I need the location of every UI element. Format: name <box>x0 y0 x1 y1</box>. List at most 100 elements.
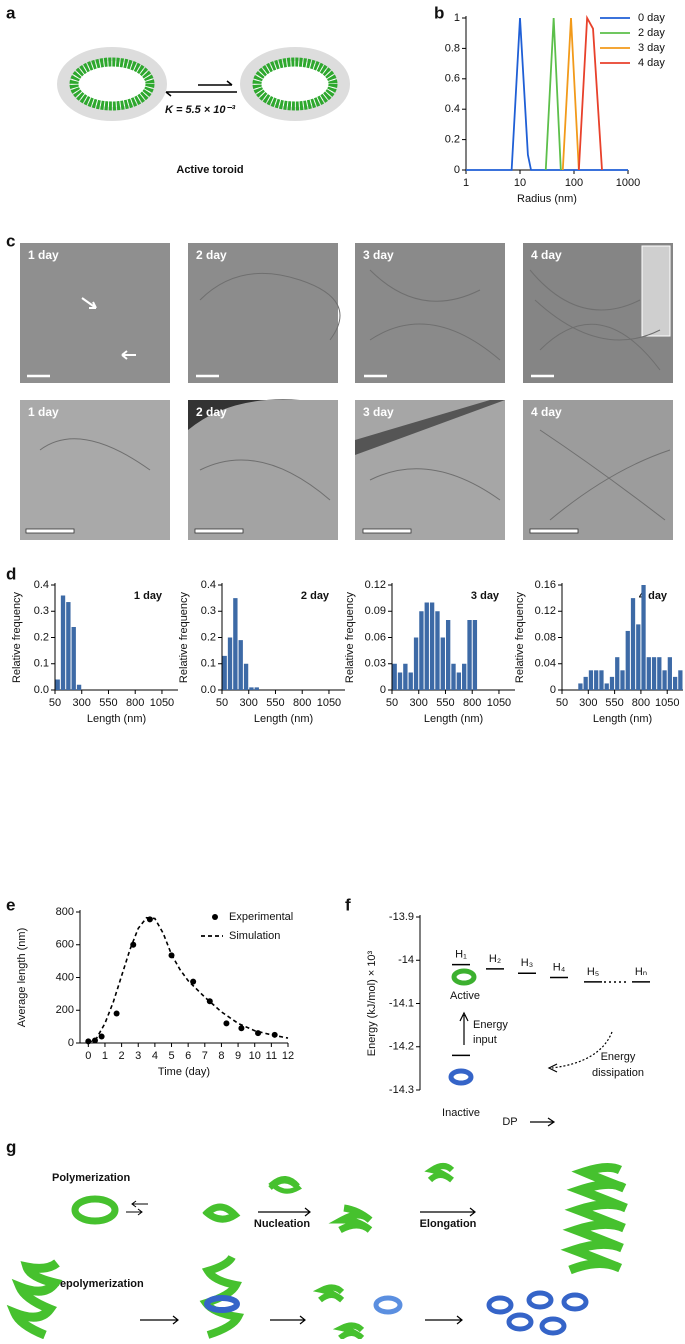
toroid-right <box>240 47 350 121</box>
x-axis-label: Time (day) <box>158 1066 210 1078</box>
bar <box>233 598 238 690</box>
y-axis-label: Relative frequency <box>178 591 190 683</box>
y-axis-label: Relative frequency <box>11 591 23 683</box>
panel-label: c <box>6 231 15 250</box>
bar <box>583 676 588 690</box>
y-tick-label: -14.1 <box>389 997 414 1009</box>
x-tick-label: 300 <box>579 697 597 709</box>
equilibrium-arrows <box>165 80 237 97</box>
image-label: 1 day <box>28 405 59 419</box>
x-tick-label: 300 <box>73 697 91 709</box>
panel-label: b <box>434 3 444 22</box>
image-label: 4 day <box>531 405 562 419</box>
panel-label: a <box>6 3 16 22</box>
annotation: dissipation <box>592 1067 644 1079</box>
bar <box>408 672 413 690</box>
panel-label: d <box>6 564 16 583</box>
y-tick-label: 0.4 <box>34 579 49 591</box>
x-tick-label: 10 <box>249 1050 261 1062</box>
y-tick-label: 0 <box>550 684 556 696</box>
y-tick-label: 0.4 <box>201 579 216 591</box>
y-tick-label: 0.4 <box>445 103 460 115</box>
bar <box>243 663 249 690</box>
image-label: 3 day <box>363 248 394 262</box>
y-tick-label: 200 <box>56 1004 74 1016</box>
legend-label: Simulation <box>229 930 280 942</box>
series-line <box>87 916 289 1044</box>
x-tick-label: 1050 <box>317 697 341 709</box>
y-axis-label: Relative frequency <box>344 591 356 683</box>
x-tick-label: 7 <box>202 1050 208 1062</box>
legend-marker <box>212 914 218 920</box>
data-point <box>98 1033 105 1040</box>
x-tick-label: 300 <box>240 697 258 709</box>
bar <box>419 611 424 690</box>
x-tick-label: 800 <box>126 697 144 709</box>
x-tick-label: 800 <box>463 697 481 709</box>
bar <box>678 670 683 690</box>
legend-label: 2 day <box>638 27 665 39</box>
y-tick-label: 0 <box>68 1037 74 1049</box>
data-point <box>223 1020 230 1027</box>
bar <box>636 624 641 690</box>
x-tick-label: 4 <box>152 1050 158 1062</box>
bar <box>413 637 419 690</box>
bar <box>440 637 445 690</box>
bar <box>238 640 243 690</box>
x-tick-label: 550 <box>436 697 454 709</box>
x-axis-label: Radius (nm) <box>517 193 577 205</box>
energy-diagram-decor <box>448 968 626 1127</box>
data-point <box>113 1010 120 1017</box>
y-tick-label: 0.16 <box>535 579 556 591</box>
bar <box>249 687 254 690</box>
x-tick-label: 1050 <box>150 697 174 709</box>
y-tick-label: 0.0 <box>34 684 49 696</box>
y-axis-label: Relative frequency <box>514 591 526 683</box>
step-label: Elongation <box>420 1218 477 1230</box>
x-tick-label: 550 <box>605 697 623 709</box>
x-tick-label: 1 <box>463 177 469 189</box>
bar <box>397 672 403 690</box>
y-tick-label: 0.0 <box>201 684 216 696</box>
y-tick-label: 0.6 <box>445 73 460 85</box>
step-title: Polymerization <box>52 1172 131 1184</box>
bar <box>462 663 467 690</box>
y-tick-label: 0.2 <box>445 134 460 146</box>
bar <box>630 598 636 690</box>
series-line <box>544 17 562 171</box>
x-tick-label: 100 <box>565 177 583 189</box>
bar <box>657 657 662 690</box>
annotation: Energy <box>473 1019 508 1031</box>
bar <box>609 676 615 690</box>
y-tick-label: 400 <box>56 971 74 983</box>
x-tick-label: 10 <box>514 177 526 189</box>
toroid-left <box>57 47 167 121</box>
x-axis-label: Length (nm) <box>87 713 146 725</box>
bar <box>472 620 478 690</box>
y-tick-label: 1 <box>454 12 460 24</box>
mechanism-illustration <box>6 1162 628 1341</box>
x-tick-label: 1000 <box>616 177 640 189</box>
image-label: 2 day <box>196 248 227 262</box>
level-label: H₂ <box>489 953 501 965</box>
bar <box>55 679 60 690</box>
bar <box>578 683 583 690</box>
y-tick-label: 0.3 <box>201 605 216 617</box>
bar <box>599 670 604 690</box>
x-axis-label: Length (nm) <box>593 713 652 725</box>
legend-label: 3 day <box>638 42 665 54</box>
y-tick-label: -13.9 <box>389 911 414 923</box>
y-tick-label: 600 <box>56 939 74 951</box>
level-label: H₁ <box>455 948 467 960</box>
x-tick-label: 12 <box>282 1050 294 1062</box>
bar <box>451 663 456 690</box>
x-tick-label: 3 <box>135 1050 141 1062</box>
level-label: H₅ <box>587 966 599 978</box>
x-tick-label: 1050 <box>655 697 679 709</box>
x-tick-label: 9 <box>235 1050 241 1062</box>
chart-title: 3 day <box>471 590 500 602</box>
data-point <box>255 1030 262 1037</box>
bar <box>588 670 594 690</box>
bar <box>435 611 440 690</box>
